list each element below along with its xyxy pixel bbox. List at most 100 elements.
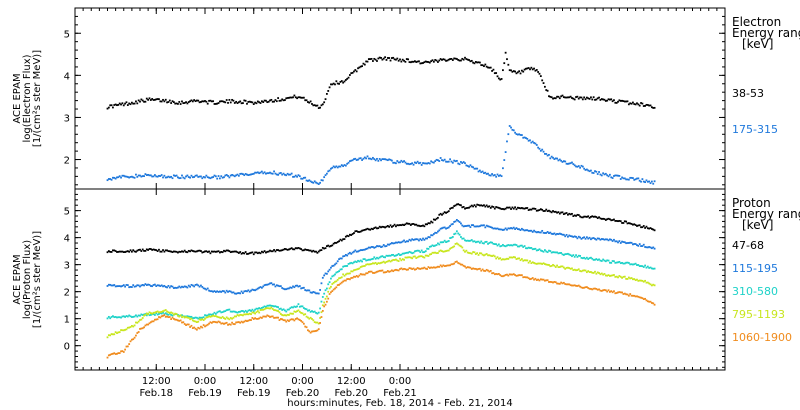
data-point [330,277,332,280]
data-point [541,229,544,232]
data-point [149,285,152,287]
data-point [206,102,209,105]
data-point [305,179,308,182]
data-point [472,251,475,253]
data-point [117,250,120,253]
data-point [153,311,156,314]
data-point [583,236,586,239]
data-point [343,274,346,277]
data-point [286,313,289,316]
data-point [472,267,475,270]
data-point [233,292,236,295]
data-point [627,178,630,181]
data-point [155,311,158,313]
data-point [606,218,609,221]
data-point [194,320,197,323]
data-point [565,212,568,214]
data-point [621,261,623,264]
data-point [392,56,395,59]
data-point [139,100,141,103]
data-point [251,288,254,291]
data-point [464,162,466,165]
data-point [523,229,526,232]
data-point [319,249,322,252]
data-point [168,99,171,102]
data-point [454,232,457,235]
data-point [109,250,112,253]
data-point [271,315,274,318]
data-point [340,257,343,260]
data-point [549,281,552,283]
data-point [229,310,232,313]
data-point [145,174,148,176]
data-point [455,203,458,206]
data-point [550,211,553,214]
data-point [468,240,470,242]
data-point [461,224,464,227]
data-point [263,284,266,287]
data-point [204,314,206,317]
data-point [588,216,591,219]
data-point [174,250,177,253]
data-point [124,348,127,351]
data-point [422,267,424,270]
data-point [305,315,308,318]
data-point [118,102,121,105]
data-point [185,251,187,253]
data-point [415,257,418,259]
data-point [510,69,512,72]
data-point [210,315,213,318]
data-point [522,228,525,231]
data-point [177,286,179,289]
data-point [458,203,461,206]
data-point [221,311,224,313]
data-point [416,256,419,259]
data-point [633,294,636,297]
data-point [403,258,405,261]
data-point [260,286,263,289]
data-point [213,311,216,314]
y-tick-label: 3 [64,261,70,272]
data-point [390,225,393,228]
data-point [250,173,252,176]
data-point [217,316,220,319]
data-point [208,176,210,179]
data-point [381,255,384,258]
data-point [533,207,535,210]
data-point [153,174,156,176]
data-point [428,267,431,269]
data-point [569,162,572,165]
data-point [160,174,163,176]
data-point [304,313,307,316]
data-point [428,162,431,165]
data-point [491,173,493,175]
data-point [477,170,480,173]
data-point [472,166,475,169]
data-point [476,203,479,206]
data-point [351,276,354,279]
data-point [449,237,452,239]
data-point [244,309,247,312]
data-point [572,284,575,287]
data-point [535,231,538,234]
data-point [366,247,369,250]
data-point [133,285,136,288]
data-point [598,216,600,219]
data-point [411,238,414,241]
data-point [171,177,174,180]
data-point [228,308,231,311]
data-point [401,223,404,226]
data-point [130,316,133,318]
data-point [527,209,530,211]
data-point [569,213,572,216]
data-point [185,324,187,326]
data-point [450,223,453,226]
data-point [132,325,135,328]
data-point [577,97,580,100]
data-point [553,232,556,235]
data-point [645,225,648,228]
data-point [626,222,629,225]
data-point [388,270,391,273]
data-point [439,241,442,244]
data-point [172,287,175,289]
